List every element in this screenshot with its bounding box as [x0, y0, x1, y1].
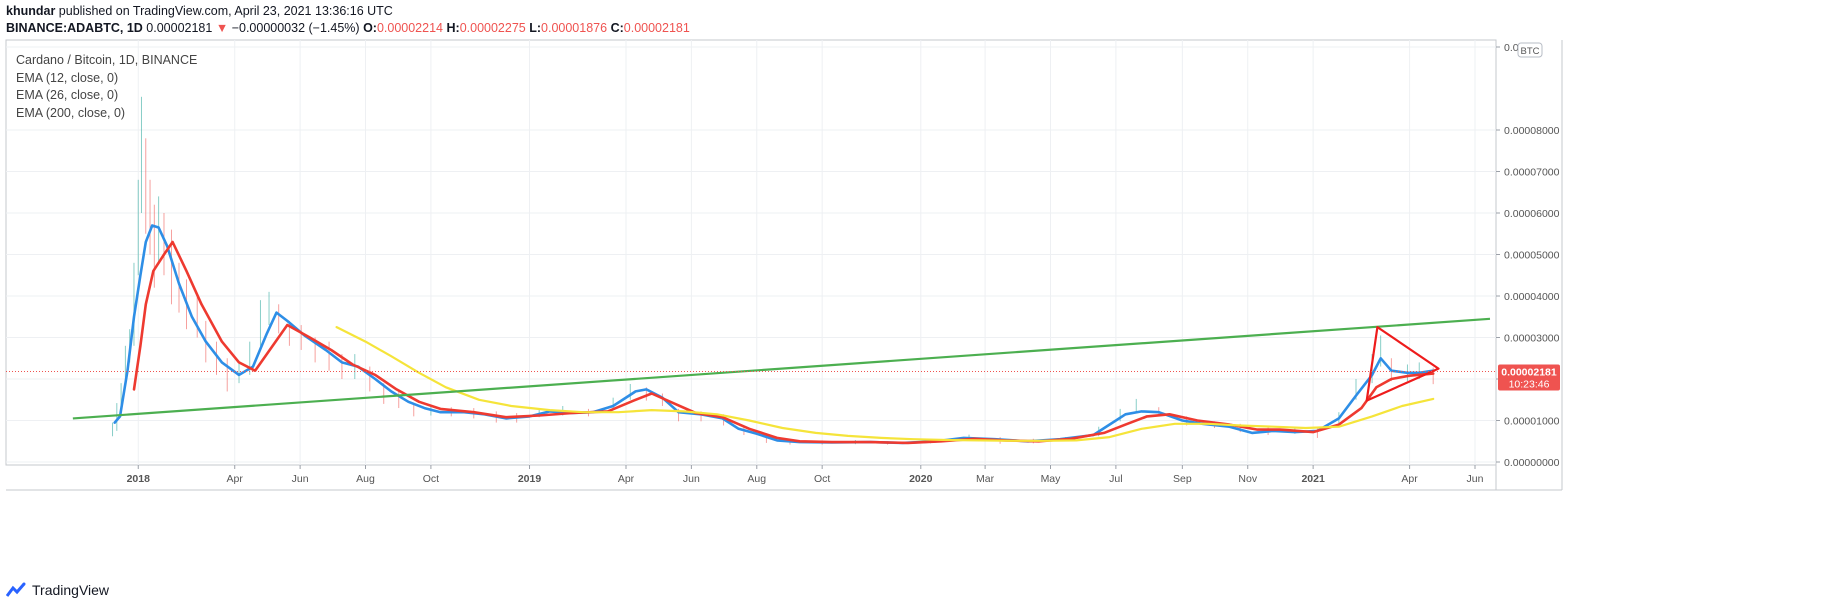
triangle-pattern: [1365, 326, 1440, 402]
y-tick-label: 0.00005000: [1504, 250, 1560, 262]
branding-text: TradingView: [32, 582, 110, 598]
x-tick-label: Oct: [423, 473, 439, 485]
legend-title: Cardano / Bitcoin, 1D, BINANCE: [16, 53, 198, 67]
x-tick-label: Apr: [618, 473, 635, 485]
x-tick-label: Apr: [227, 473, 244, 485]
chart-legend: Cardano / Bitcoin, 1D, BINANCE EMA (12, …: [16, 52, 197, 122]
series-line-ema12: [113, 224, 1435, 445]
x-tick-label: May: [1041, 473, 1062, 485]
y-tick-label: 0.00007000: [1504, 167, 1560, 179]
high-label: H:: [446, 21, 460, 35]
x-tick-label: Jun: [683, 473, 700, 485]
x-tick-label: Apr: [1401, 473, 1418, 485]
y-tick-label: 0.00001000: [1504, 416, 1560, 428]
last-price: 0.00002181: [146, 21, 213, 35]
open-value: 0.00002214: [376, 21, 443, 35]
unit-label: BTC: [1521, 46, 1540, 57]
y-tick-label: 0.00008000: [1504, 125, 1560, 137]
open-label: O:: [363, 21, 377, 35]
tradingview-logo-icon: [5, 582, 26, 598]
series-line-ema200: [335, 326, 1435, 442]
unit-badge: [1517, 42, 1543, 58]
y-tick-label: 0.00004000: [1504, 291, 1560, 303]
publish-header: khundar published on TradingView.com, Ap…: [6, 3, 393, 19]
low-label: L:: [529, 21, 542, 35]
x-tick-label: Jun: [292, 473, 309, 485]
x-tick-label: 2020: [909, 473, 933, 485]
y-tick-label: 0.00000000: [1504, 457, 1560, 469]
price-change: −0.00000032 (−1.45%): [231, 21, 360, 35]
x-tick-label: Mar: [976, 473, 995, 485]
high-value: 0.00002275: [459, 21, 526, 35]
last-price-value: 0.00002181: [1501, 366, 1557, 378]
x-tick-label: Aug: [356, 473, 375, 485]
y-tick-label: 0.00003000: [1504, 333, 1560, 345]
author-name[interactable]: khundar: [6, 4, 56, 18]
x-tick-label: 2018: [127, 473, 151, 485]
triangle-down-icon: ▼: [215, 21, 229, 35]
x-tick-label: 2021: [1301, 473, 1325, 485]
legend-item-ema200[interactable]: EMA (200, close, 0): [16, 105, 126, 120]
x-tick-label: Nov: [1238, 473, 1257, 485]
legend-item-ema12[interactable]: EMA (12, close, 0): [16, 70, 119, 85]
y-tick-label: 0.00006000: [1504, 208, 1560, 220]
x-tick-label: Aug: [747, 473, 766, 485]
bar-countdown: 10:23:46: [1509, 378, 1550, 390]
publish-info: published on TradingView.com, April 23, …: [58, 4, 393, 18]
ticker-symbol: BINANCE:ADABTC, 1D: [6, 21, 143, 35]
x-tick-label: Oct: [814, 473, 830, 485]
tradingview-branding[interactable]: TradingView: [5, 582, 110, 598]
last-price-tag: [1498, 364, 1560, 391]
x-tick-label: 2019: [518, 473, 542, 485]
x-tick-label: Sep: [1173, 473, 1192, 485]
trendline: [72, 317, 1491, 420]
low-value: 0.00001876: [541, 21, 608, 35]
plot-frame: [5, 39, 1497, 466]
ticker-line: BINANCE:ADABTC, 1D 0.00002181 ▼ −0.00000…: [6, 20, 690, 36]
close-label: C:: [610, 21, 624, 35]
close-value: 0.00002181: [623, 21, 690, 35]
legend-item-ema26[interactable]: EMA (26, close, 0): [16, 88, 119, 102]
x-tick-label: Jul: [1109, 473, 1122, 485]
x-tick-label: Jun: [1467, 473, 1484, 485]
